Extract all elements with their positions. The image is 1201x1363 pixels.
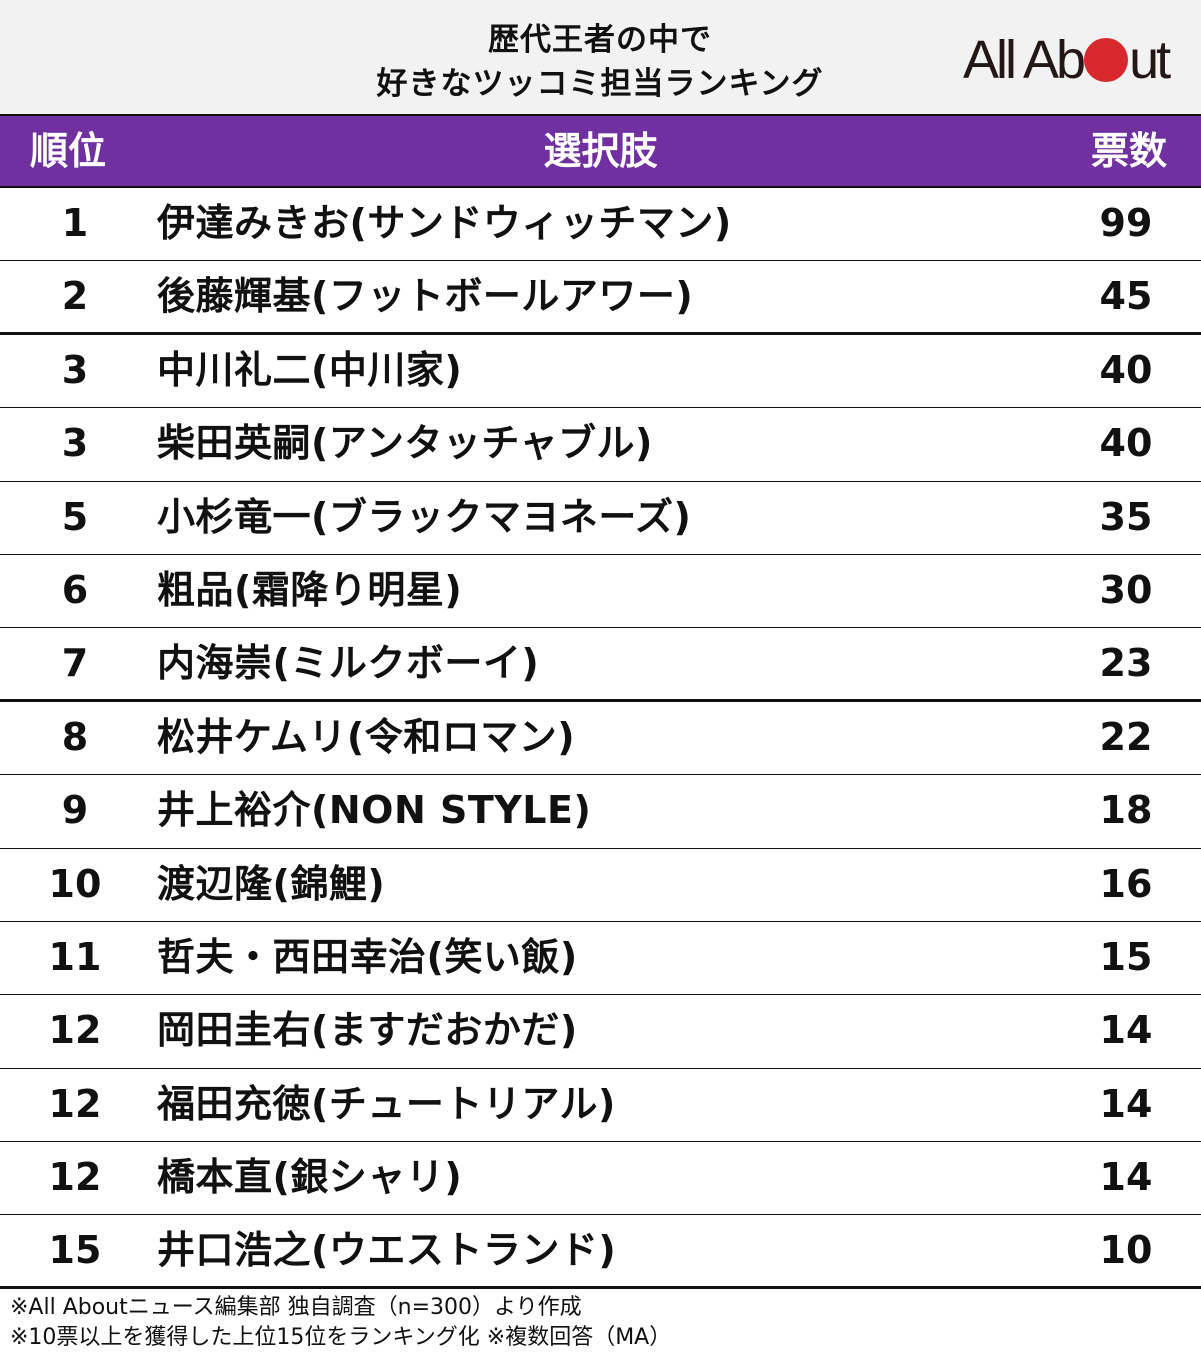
- rank-cell: 9: [61, 788, 89, 833]
- votes-cell: 15: [1099, 934, 1153, 979]
- table-row: 12 岡田圭右(ますだおかだ) 14: [0, 995, 1201, 1069]
- rank-cell: 10: [48, 861, 102, 906]
- rank-cell: 1: [61, 201, 89, 245]
- table-row: 5 小杉竜一(ブラックマヨネーズ) 35: [0, 482, 1201, 555]
- name-cell: 小杉竜一(ブラックマヨネーズ): [157, 494, 692, 539]
- votes-cell: 14: [1099, 1081, 1153, 1126]
- votes-cell: 10: [1099, 1228, 1153, 1273]
- logo-red-dot-icon: [1084, 38, 1129, 82]
- rank-cell: 12: [48, 1155, 102, 1200]
- header-name: 選択肢: [543, 129, 658, 173]
- table-row: 1 伊達みきお(サンドウィッチマン) 99: [0, 188, 1201, 262]
- logo-text-1: All Ab: [963, 30, 1086, 90]
- votes-cell: 14: [1099, 1155, 1153, 1200]
- footnotes: ※All Aboutニュース編集部 独自調査（n=300）より作成 ※10票以上…: [10, 1293, 671, 1353]
- rank-cell: 6: [61, 567, 89, 612]
- rank-cell: 5: [61, 494, 89, 539]
- votes-cell: 14: [1099, 1008, 1153, 1053]
- table-row: 12 橋本直(銀シャリ) 14: [0, 1142, 1201, 1216]
- votes-cell: 23: [1099, 641, 1153, 686]
- name-cell: 後藤輝基(フットボールアワー): [157, 274, 694, 319]
- title-line-1: 歴代王者の中で: [488, 22, 712, 58]
- header-votes: 票数: [1090, 129, 1167, 173]
- chart-title: 歴代王者の中で 好きなツッコミ担当ランキング: [300, 18, 900, 106]
- header-rank: 順位: [30, 129, 107, 173]
- table-row: 8 松井ケムリ(令和ロマン) 22: [0, 702, 1201, 776]
- ranking-table: 1 伊達みきお(サンドウィッチマン) 99 2 後藤輝基(フットボールアワー) 45 3…: [0, 188, 1201, 1289]
- footnote-source: ※All Aboutニュース編集部 独自調査（n=300）より作成: [10, 1295, 582, 1320]
- name-cell: 中川礼二(中川家): [157, 347, 463, 392]
- rank-cell: 12: [48, 1008, 102, 1053]
- table-row: 12 福田充徳(チュートリアル) 14: [0, 1069, 1201, 1143]
- table-row: 2 後藤輝基(フットボールアワー) 45: [0, 261, 1201, 335]
- table-header: 順位 選択肢 票数: [0, 116, 1201, 188]
- votes-cell: 40: [1099, 347, 1153, 392]
- votes-cell: 35: [1099, 494, 1153, 539]
- name-cell: 岡田圭右(ますだおかだ): [157, 1008, 578, 1053]
- logo-text-2: ut: [1129, 30, 1171, 90]
- rank-cell: 8: [61, 714, 89, 759]
- all-about-logo: All Ab ut: [963, 30, 1171, 90]
- rank-cell: 11: [48, 934, 102, 979]
- votes-cell: 16: [1099, 861, 1153, 906]
- votes-cell: 18: [1099, 788, 1153, 833]
- table-row: 6 粗品(霜降り明星) 30: [0, 555, 1201, 629]
- name-cell: 福田充徳(チュートリアル): [157, 1081, 616, 1126]
- name-cell: 柴田英嗣(アンタッチャブル): [157, 421, 653, 466]
- name-cell: 松井ケムリ(令和ロマン): [157, 714, 576, 759]
- table-row: 3 柴田英嗣(アンタッチャブル) 40: [0, 408, 1201, 482]
- votes-cell: 45: [1099, 274, 1153, 319]
- name-cell: 内海崇(ミルクボーイ): [157, 641, 540, 686]
- votes-cell: 30: [1099, 567, 1153, 612]
- table-row: 11 哲夫・西田幸治(笑い飯) 15: [0, 922, 1201, 996]
- rank-cell: 15: [48, 1228, 102, 1273]
- title-line-2: 好きなツッコミ担当ランキング: [376, 66, 824, 102]
- table-row: 10 渡辺隆(錦鯉) 16: [0, 849, 1201, 922]
- rank-cell: 3: [61, 421, 89, 466]
- rank-cell: 12: [48, 1081, 102, 1126]
- table-row: 15 井口浩之(ウエストランド) 10: [0, 1215, 1201, 1289]
- name-cell: 伊達みきお(サンドウィッチマン): [157, 201, 732, 245]
- rank-cell: 7: [61, 641, 89, 686]
- table-row: 7 内海崇(ミルクボーイ) 23: [0, 628, 1201, 702]
- name-cell: 哲夫・西田幸治(笑い飯): [157, 934, 578, 979]
- footnote-method: ※10票以上を獲得した上位15位をランキング化 ※複数回答（MA）: [10, 1325, 672, 1350]
- rank-cell: 3: [61, 347, 89, 392]
- votes-cell: 40: [1099, 421, 1153, 466]
- table-row: 3 中川礼二(中川家) 40: [0, 335, 1201, 409]
- table-row: 9 井上裕介(NON STYLE) 18: [0, 775, 1201, 849]
- name-cell: 橋本直(銀シャリ): [157, 1155, 463, 1200]
- name-cell: 渡辺隆(錦鯉): [157, 861, 386, 906]
- votes-cell: 22: [1099, 714, 1153, 759]
- name-cell: 井口浩之(ウエストランド): [157, 1228, 617, 1273]
- votes-cell: 99: [1099, 201, 1153, 245]
- name-cell: 井上裕介(NON STYLE): [157, 788, 592, 833]
- rank-cell: 2: [61, 274, 89, 319]
- name-cell: 粗品(霜降り明星): [157, 567, 463, 612]
- title-area: 歴代王者の中で 好きなツッコミ担当ランキング All Ab ut: [0, 0, 1201, 116]
